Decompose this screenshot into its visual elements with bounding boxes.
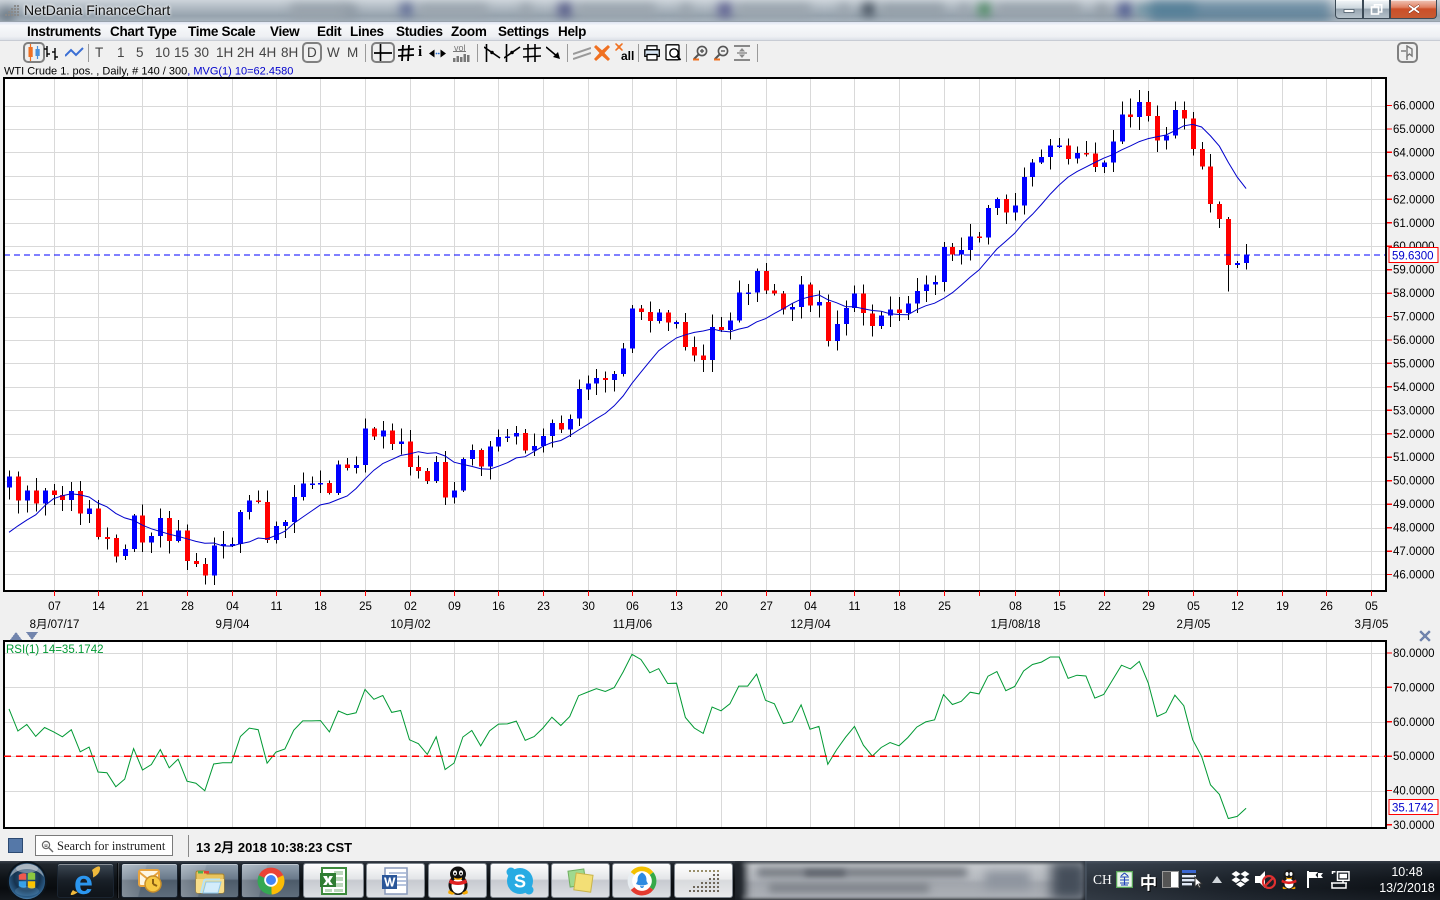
svg-text:21: 21 (136, 601, 149, 613)
svg-text:22: 22 (1098, 601, 1111, 613)
svg-text:06: 06 (626, 601, 639, 613)
svg-text:30: 30 (582, 601, 595, 613)
svg-text:25: 25 (938, 601, 951, 613)
svg-text:50.0000: 50.0000 (1393, 751, 1435, 763)
svg-text:50.0000: 50.0000 (1393, 476, 1435, 488)
svg-text:62.0000: 62.0000 (1393, 194, 1435, 206)
svg-text:10月/02: 10月/02 (390, 619, 430, 631)
svg-text:51.0000: 51.0000 (1393, 452, 1435, 464)
svg-text:9月/04: 9月/04 (216, 619, 250, 631)
svg-text:07: 07 (48, 601, 61, 613)
svg-text:all: all (621, 49, 634, 63)
svg-text:60.0000: 60.0000 (1393, 717, 1435, 729)
svg-text:25: 25 (359, 601, 372, 613)
svg-text:04: 04 (226, 601, 239, 613)
svg-text:18: 18 (893, 601, 906, 613)
svg-text:27: 27 (760, 601, 773, 613)
svg-text:12: 12 (1231, 601, 1244, 613)
svg-text:28: 28 (181, 601, 194, 613)
svg-text:1月/08/18: 1月/08/18 (991, 619, 1041, 631)
svg-text:64.0000: 64.0000 (1393, 147, 1435, 159)
svg-text:vol: vol (454, 43, 466, 53)
svg-text:58.0000: 58.0000 (1393, 288, 1435, 300)
svg-text:05: 05 (1187, 601, 1200, 613)
svg-text:47.0000: 47.0000 (1393, 546, 1435, 558)
svg-text:19: 19 (1276, 601, 1289, 613)
svg-text:35.1742: 35.1742 (1392, 803, 1434, 815)
svg-text:66.0000: 66.0000 (1393, 101, 1435, 113)
svg-text:18: 18 (314, 601, 327, 613)
svg-text:46.0000: 46.0000 (1393, 570, 1435, 582)
svg-text:13: 13 (670, 601, 683, 613)
svg-text:23: 23 (537, 601, 550, 613)
svg-text:57.0000: 57.0000 (1393, 312, 1435, 324)
svg-text:20: 20 (715, 601, 728, 613)
svg-text:48.0000: 48.0000 (1393, 523, 1435, 535)
svg-text:61.0000: 61.0000 (1393, 218, 1435, 230)
svg-text:59.6300: 59.6300 (1392, 250, 1434, 262)
svg-text:08: 08 (1009, 601, 1022, 613)
svg-text:e: e (74, 865, 93, 897)
svg-text:29: 29 (1142, 601, 1155, 613)
svg-text:8月/07/17: 8月/07/17 (30, 619, 80, 631)
svg-text:80.0000: 80.0000 (1393, 648, 1435, 660)
svg-text:63.0000: 63.0000 (1393, 171, 1435, 183)
svg-text:65.0000: 65.0000 (1393, 124, 1435, 136)
svg-text:S: S (513, 871, 525, 891)
svg-text:56.0000: 56.0000 (1393, 335, 1435, 347)
svg-text:WTI Crude 1. pos. , Daily, # 1: WTI Crude 1. pos. , Daily, # 140 / 300, … (4, 66, 293, 78)
svg-text:70.0000: 70.0000 (1393, 682, 1435, 694)
svg-text:40.0000: 40.0000 (1393, 786, 1435, 798)
svg-text:14: 14 (92, 601, 105, 613)
svg-text:59.0000: 59.0000 (1393, 265, 1435, 277)
svg-text:53.0000: 53.0000 (1393, 405, 1435, 417)
svg-text:RSI(1) 14=35.1742: RSI(1) 14=35.1742 (6, 644, 104, 656)
svg-text:3月/05: 3月/05 (1355, 619, 1389, 631)
svg-text:2月/05: 2月/05 (1177, 619, 1211, 631)
svg-text:05: 05 (1365, 601, 1378, 613)
svg-text:54.0000: 54.0000 (1393, 382, 1435, 394)
svg-text:52.0000: 52.0000 (1393, 429, 1435, 441)
svg-text:15: 15 (1053, 601, 1066, 613)
svg-text:11: 11 (271, 601, 283, 613)
svg-text:16: 16 (492, 601, 505, 613)
svg-text:30.0000: 30.0000 (1393, 820, 1435, 832)
svg-text:12月/04: 12月/04 (790, 619, 831, 631)
svg-text:09: 09 (448, 601, 461, 613)
svg-text:26: 26 (1320, 601, 1333, 613)
svg-text:11: 11 (849, 601, 861, 613)
svg-text:04: 04 (804, 601, 817, 613)
svg-text:02: 02 (404, 601, 417, 613)
svg-text:49.0000: 49.0000 (1393, 499, 1435, 511)
svg-text:11月/06: 11月/06 (613, 619, 652, 631)
svg-text:55.0000: 55.0000 (1393, 358, 1435, 370)
